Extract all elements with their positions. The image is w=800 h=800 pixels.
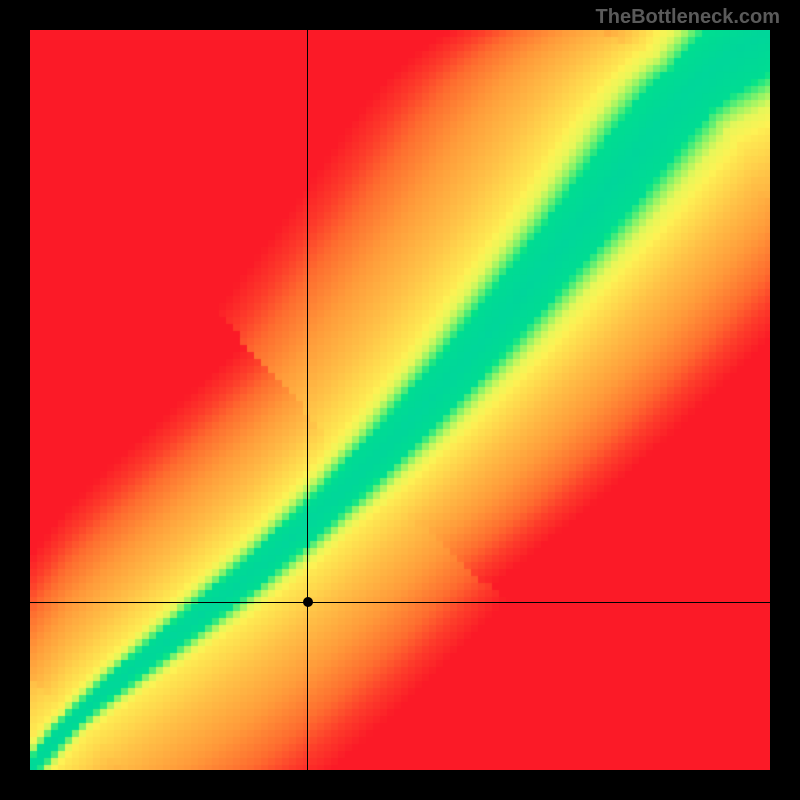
crosshair-marker [303,597,313,607]
chart-container: TheBottleneck.com [0,0,800,800]
frame-bottom [0,770,800,800]
bottleneck-heatmap [30,30,770,770]
crosshair-vertical [307,30,308,770]
frame-left [0,0,30,800]
frame-right [770,0,800,800]
crosshair-horizontal [30,602,770,603]
watermark-text: TheBottleneck.com [596,6,780,29]
